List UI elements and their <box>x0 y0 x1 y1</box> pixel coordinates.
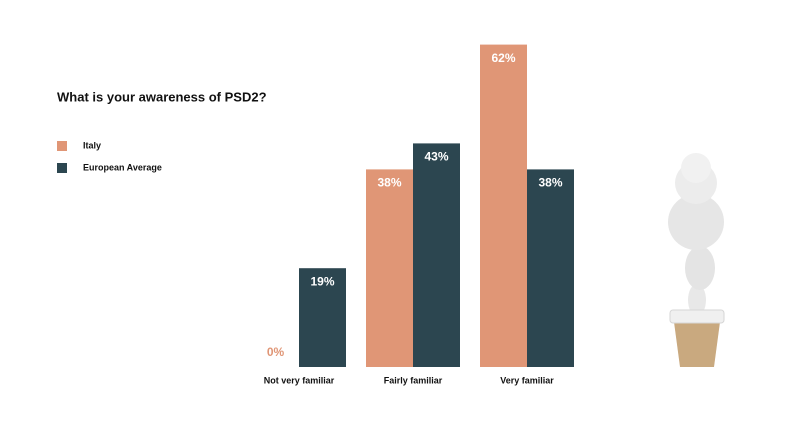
x-tick-label: Fairly familiar <box>384 375 443 385</box>
chart-title: What is your awareness of PSD2? <box>57 89 267 104</box>
bar <box>366 169 413 367</box>
steam-cup-illustration <box>668 153 725 367</box>
value-label: 19% <box>310 274 334 288</box>
value-label: 0% <box>267 345 285 359</box>
legend-swatch <box>57 163 67 173</box>
x-tick-label: Very familiar <box>500 375 554 385</box>
value-label: 38% <box>377 176 401 190</box>
legend-label: European Average <box>83 162 162 172</box>
bar <box>413 143 460 367</box>
value-label: 43% <box>424 150 448 164</box>
value-label: 62% <box>491 51 515 65</box>
legend-swatch <box>57 141 67 151</box>
legend-label: Italy <box>83 140 101 150</box>
value-label: 38% <box>538 176 562 190</box>
bar <box>480 44 527 367</box>
x-tick-label: Not very familiar <box>264 375 335 385</box>
bar <box>527 169 574 367</box>
bar <box>299 268 346 367</box>
